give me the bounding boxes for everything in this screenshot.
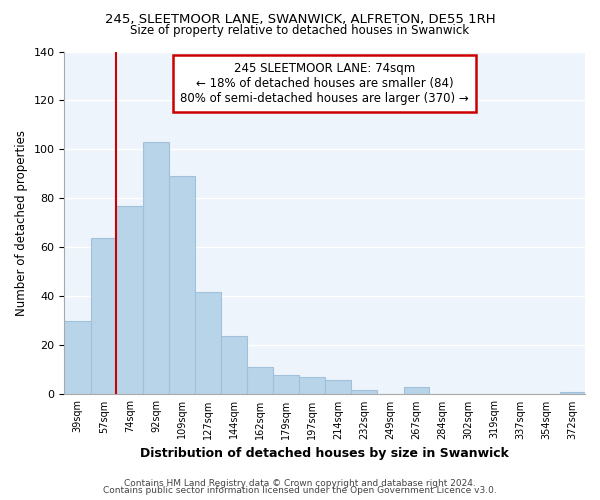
- Bar: [91, 238, 116, 394]
- Bar: [404, 387, 429, 394]
- Text: 245 SLEETMOOR LANE: 74sqm
← 18% of detached houses are smaller (84)
80% of semi-: 245 SLEETMOOR LANE: 74sqm ← 18% of detac…: [181, 62, 469, 105]
- Text: 245, SLEETMOOR LANE, SWANWICK, ALFRETON, DE55 1RH: 245, SLEETMOOR LANE, SWANWICK, ALFRETON,…: [104, 12, 496, 26]
- X-axis label: Distribution of detached houses by size in Swanwick: Distribution of detached houses by size …: [140, 447, 509, 460]
- Bar: [299, 378, 325, 394]
- Text: Contains public sector information licensed under the Open Government Licence v3: Contains public sector information licen…: [103, 486, 497, 495]
- Text: Size of property relative to detached houses in Swanwick: Size of property relative to detached ho…: [130, 24, 470, 37]
- Bar: [221, 336, 247, 394]
- Bar: [195, 292, 221, 395]
- Bar: [116, 206, 143, 394]
- Bar: [64, 321, 91, 394]
- Bar: [169, 176, 195, 394]
- Bar: [325, 380, 352, 394]
- Text: Contains HM Land Registry data © Crown copyright and database right 2024.: Contains HM Land Registry data © Crown c…: [124, 478, 476, 488]
- Bar: [247, 368, 272, 394]
- Bar: [272, 375, 299, 394]
- Bar: [560, 392, 585, 394]
- Y-axis label: Number of detached properties: Number of detached properties: [15, 130, 28, 316]
- Bar: [143, 142, 169, 395]
- Bar: [352, 390, 377, 394]
